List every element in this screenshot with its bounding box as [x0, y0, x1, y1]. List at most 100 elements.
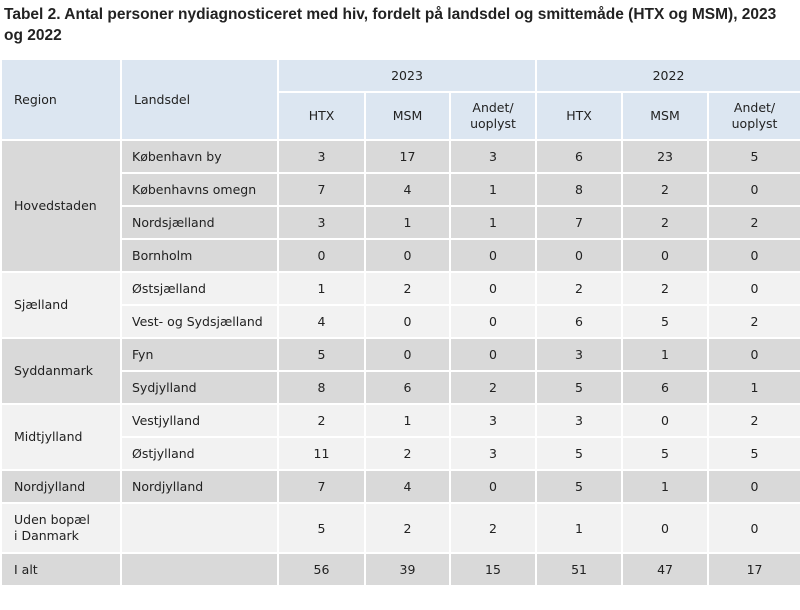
table-row: Syddanmark Fyn 5 0 0 3 1 0 — [0, 337, 800, 405]
landsdel-cell: Østsjælland — [120, 271, 279, 306]
landsdel-cell: Fyn — [120, 337, 279, 372]
value-cell: 0 — [707, 172, 800, 207]
value-cell: 0 — [535, 238, 624, 273]
value-cell: 8 — [277, 370, 366, 405]
total-value-cell: 17 — [707, 552, 800, 587]
value-cell: 3 — [535, 403, 624, 438]
header-landsdel: Landsdel — [120, 58, 279, 141]
value-cell: 4 — [364, 469, 451, 504]
value-cell: 0 — [621, 238, 710, 273]
landsdel-cell: Bornholm — [120, 238, 279, 273]
hiv-table: Region Landsdel 2023 2022 HTX MSM Andet/… — [0, 58, 800, 587]
header-year-2023: 2023 — [276, 58, 538, 93]
value-cell: 2 — [707, 205, 800, 240]
value-cell: 3 — [535, 337, 624, 372]
value-cell: 2 — [277, 403, 366, 438]
value-cell: 0 — [364, 304, 451, 339]
value-cell: 0 — [707, 469, 800, 504]
value-cell: 4 — [364, 172, 451, 207]
landsdel-cell: Vest- og Sydsjælland — [120, 304, 279, 339]
value-cell: 0 — [448, 271, 538, 306]
table-row: Nordjylland Nordjylland 7 4 0 5 1 0 — [0, 469, 800, 504]
value-cell: 0 — [707, 337, 800, 372]
value-cell: 3 — [448, 139, 538, 174]
value-cell: 2 — [621, 271, 710, 306]
value-cell: 0 — [364, 238, 451, 273]
value-cell: 0 — [448, 337, 538, 372]
value-cell: 0 — [364, 337, 451, 372]
value-cell: 1 — [621, 469, 710, 504]
value-cell: 0 — [707, 271, 800, 306]
value-cell: 5 — [621, 436, 710, 471]
region-cell: Uden bopæl i Danmark — [0, 502, 122, 554]
landsdel-cell: København by — [120, 139, 279, 174]
table-row: Midtjylland Vestjylland 2 1 3 3 0 2 — [0, 403, 800, 471]
table-row: Uden bopæl i Danmark 5 2 2 1 0 0 — [0, 502, 800, 554]
value-cell: 2 — [364, 271, 451, 306]
region-cell: Hovedstaden — [0, 139, 122, 273]
value-cell: 2 — [707, 403, 800, 438]
table-row: Hovedstaden København by 3 17 3 6 23 5 — [0, 139, 800, 273]
value-cell: 1 — [448, 172, 538, 207]
total-value-cell: 15 — [448, 552, 538, 587]
table-row: Nordsjælland 3 1 1 7 2 2 — [1, 205, 800, 240]
value-cell: 5 — [277, 502, 366, 554]
value-cell: 0 — [621, 502, 710, 554]
value-cell: 5 — [535, 370, 624, 405]
value-cell: 1 — [277, 271, 366, 306]
value-cell: 2 — [621, 172, 710, 207]
value-cell: 1 — [364, 403, 451, 438]
value-cell: 23 — [621, 139, 710, 174]
total-value-cell: 47 — [621, 552, 710, 587]
header-andet-line2: uoplyst — [731, 116, 778, 131]
region-cell: Midtjylland — [0, 403, 122, 471]
value-cell: 5 — [535, 469, 624, 504]
value-cell: 0 — [448, 469, 538, 504]
value-cell: 6 — [364, 370, 451, 405]
value-cell: 3 — [277, 139, 366, 174]
value-cell: 5 — [621, 304, 710, 339]
value-cell: 8 — [535, 172, 624, 207]
total-value-cell: 56 — [277, 552, 366, 587]
value-cell: 2 — [448, 502, 538, 554]
table-row: Østjylland 11 2 3 5 5 5 — [1, 436, 800, 471]
landsdel-cell — [120, 552, 279, 587]
header-andet-line2: uoplyst — [470, 116, 516, 131]
value-cell: 6 — [535, 139, 624, 174]
landsdel-cell: Vestjylland — [120, 403, 279, 438]
value-cell: 6 — [535, 304, 624, 339]
value-cell: 3 — [277, 205, 366, 240]
value-cell: 7 — [535, 205, 624, 240]
value-cell: 2 — [535, 271, 624, 306]
value-cell: 7 — [277, 172, 366, 207]
landsdel-cell: Nordjylland — [120, 469, 279, 504]
value-cell: 0 — [448, 238, 538, 273]
value-cell: 5 — [707, 436, 800, 471]
value-cell: 0 — [621, 403, 710, 438]
total-row: I alt 56 39 15 51 47 17 — [0, 552, 800, 587]
value-cell: 5 — [535, 436, 624, 471]
header-andet-2023: Andet/uoplyst — [448, 91, 538, 141]
value-cell: 1 — [448, 205, 538, 240]
table-title: Tabel 2. Antal personer nydiagnosticeret… — [4, 6, 777, 44]
value-cell: 2 — [364, 436, 451, 471]
landsdel-cell: Nordsjælland — [120, 205, 279, 240]
header-msm-2023: MSM — [364, 91, 451, 141]
region-cell: Syddanmark — [0, 337, 122, 405]
region-cell: Sjælland — [0, 271, 122, 339]
value-cell: 0 — [707, 238, 800, 273]
region-line-2: i Danmark — [14, 528, 79, 543]
value-cell: 1 — [621, 337, 710, 372]
header-msm-2022: MSM — [621, 91, 710, 141]
value-cell: 0 — [707, 502, 800, 554]
header-year-2022: 2022 — [535, 58, 800, 93]
header-andet-2022: Andet/uoplyst — [707, 91, 800, 141]
value-cell: 5 — [707, 139, 800, 174]
total-label: I alt — [0, 552, 122, 587]
table-row: Københavns omegn 7 4 1 8 2 0 — [1, 172, 800, 207]
header-htx-2023: HTX — [277, 91, 366, 141]
value-cell: 11 — [277, 436, 366, 471]
region-line-1: Uden bopæl — [14, 512, 90, 527]
value-cell: 2 — [707, 304, 800, 339]
value-cell: 1 — [707, 370, 800, 405]
